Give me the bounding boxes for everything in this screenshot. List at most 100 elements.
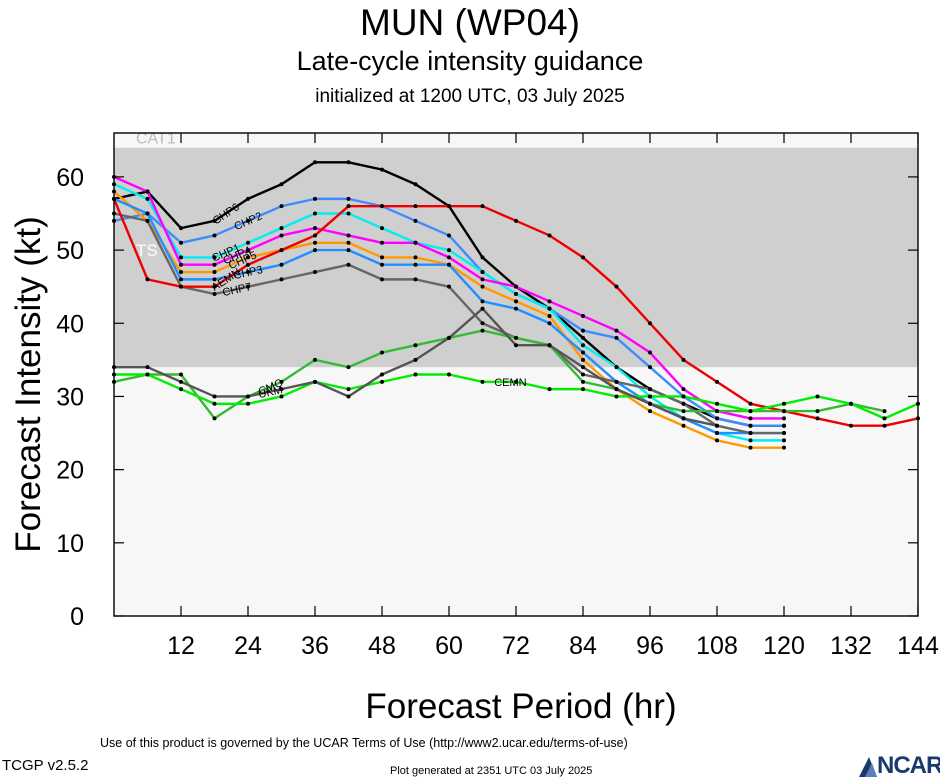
data-point-cemn — [145, 372, 150, 377]
data-point-chp6 — [279, 182, 284, 187]
y-tick-label: 60 — [56, 164, 84, 192]
terms-of-use: Use of this product is governed by the U… — [100, 736, 628, 750]
y-tick-label: 30 — [56, 383, 84, 411]
generated-time: Plot generated at 2351 UTC 03 July 2025 — [390, 765, 593, 777]
data-point-cemn — [279, 394, 284, 399]
data-point-ukm — [681, 416, 686, 421]
data-point-chp5 — [715, 438, 719, 443]
data-point-chp7 — [246, 284, 250, 289]
data-point-chp1 — [614, 365, 619, 370]
data-point-ukm — [380, 372, 384, 377]
data-point-chp1 — [313, 211, 317, 216]
data-point-ukm — [413, 357, 418, 362]
data-point-chp2 — [279, 204, 284, 209]
data-point-cemn — [648, 394, 652, 399]
data-point-chp3 — [447, 262, 451, 267]
data-point-ukm — [514, 343, 518, 348]
data-point-aemn — [413, 204, 418, 209]
data-point-chp3 — [313, 248, 317, 253]
data-point-chp3 — [145, 211, 150, 216]
data-point-chp5 — [480, 284, 485, 289]
data-point-cmc — [882, 409, 887, 414]
y-tick-label: 50 — [56, 237, 84, 265]
data-point-chp7 — [279, 277, 284, 282]
x-tick-label: 132 — [830, 632, 872, 660]
data-point-cemn — [681, 394, 686, 399]
data-point-ukm — [313, 379, 317, 384]
data-point-chp5 — [212, 270, 217, 275]
data-point-chp5 — [782, 445, 786, 450]
data-point-chp1 — [748, 438, 753, 443]
chart-subtitle: Late-cycle intensity guidance — [296, 46, 644, 76]
ncar-logo-mark — [859, 757, 877, 777]
data-point-chp3 — [179, 277, 183, 282]
data-point-chp3 — [547, 321, 552, 326]
ncar-logo: NCAR — [857, 752, 940, 780]
x-tick-label: 72 — [502, 632, 530, 660]
data-point-chp6 — [480, 255, 485, 260]
data-point-chp5 — [681, 423, 686, 428]
data-point-chp2 — [179, 240, 183, 245]
data-point-chp5 — [380, 255, 384, 260]
version-label: TCGP v2.5.2 — [2, 757, 89, 774]
data-point-aemn — [581, 255, 585, 260]
data-point-chp4 — [313, 226, 317, 231]
data-point-chp6 — [581, 335, 585, 340]
data-point-chp7 — [648, 387, 652, 392]
series-label-ukm: UKM — [257, 384, 283, 401]
data-point-cemn — [380, 379, 384, 384]
data-point-cmc — [313, 357, 317, 362]
data-point-chp5 — [346, 240, 351, 245]
data-point-cemn — [447, 372, 451, 377]
data-point-chp1 — [380, 226, 384, 231]
data-point-chp7 — [380, 277, 384, 282]
data-point-chp5 — [413, 255, 418, 260]
data-point-aemn — [715, 379, 719, 384]
data-point-cmc — [179, 372, 183, 377]
data-point-chp2 — [782, 423, 786, 428]
data-point-cmc — [279, 379, 284, 384]
data-point-cemn — [748, 409, 753, 414]
data-point-aemn — [480, 204, 485, 209]
data-point-cmc — [346, 365, 351, 370]
data-point-aemn — [346, 204, 351, 209]
data-point-chp3 — [279, 262, 284, 267]
x-tick-label: 84 — [569, 632, 597, 660]
data-point-ukm — [246, 394, 250, 399]
data-point-chp2 — [447, 233, 451, 238]
data-point-chp5 — [179, 270, 183, 275]
data-point-cmc — [480, 328, 485, 333]
x-tick-label: 12 — [167, 632, 195, 660]
data-point-cemn — [179, 387, 183, 392]
data-point-cemn — [413, 372, 418, 377]
data-point-chp7 — [346, 262, 351, 267]
x-tick-label: 36 — [301, 632, 329, 660]
data-point-ukm — [480, 306, 485, 311]
data-point-ukm — [715, 423, 719, 428]
data-point-chp7 — [212, 292, 217, 296]
data-point-chp7 — [748, 431, 753, 436]
data-point-chp6 — [346, 160, 351, 165]
data-point-cmc — [782, 409, 786, 414]
data-point-chp1 — [547, 306, 552, 311]
y-tick-label: 20 — [56, 457, 84, 485]
data-point-chp6 — [313, 160, 317, 165]
x-axis-label: Forecast Period (hr) — [365, 687, 676, 726]
data-point-ukm — [346, 394, 351, 399]
data-point-cemn — [581, 387, 585, 392]
data-point-chp1 — [246, 240, 250, 245]
data-point-chp5 — [246, 255, 250, 260]
x-tick-label: 24 — [234, 632, 262, 660]
y-axis-label: Forecast Intensity (kt) — [9, 216, 48, 552]
chart-title: MUN (WP04) — [360, 2, 580, 43]
data-point-aemn — [681, 357, 686, 362]
data-point-chp4 — [648, 350, 652, 355]
data-point-chp6 — [246, 196, 250, 201]
data-point-cemn — [346, 387, 351, 392]
data-point-chp4 — [547, 299, 552, 304]
data-point-chp7 — [480, 321, 485, 326]
data-point-chp3 — [581, 350, 585, 355]
x-tick-label: 144 — [897, 632, 939, 660]
data-point-chp7 — [145, 218, 150, 223]
